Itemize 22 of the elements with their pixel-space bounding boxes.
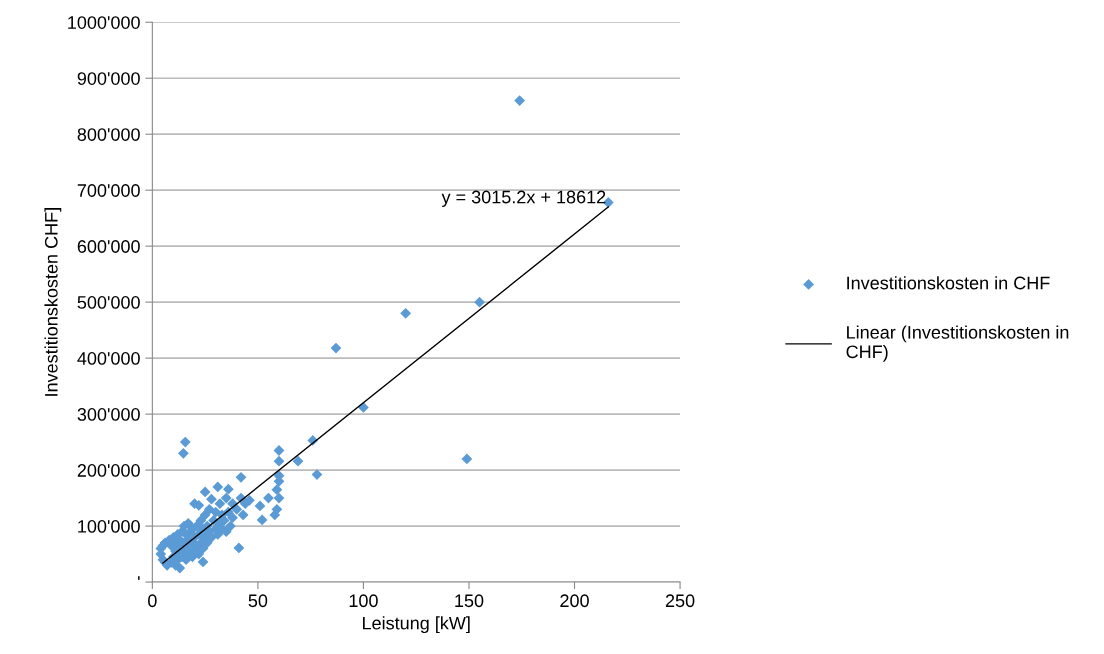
x-tick-label: 100 — [349, 594, 378, 608]
y-tick-label: 300'000 — [77, 408, 140, 421]
x-tick-label: 200 — [560, 594, 589, 608]
annotation: y = 3015.2x + 18612 — [441, 190, 606, 207]
y-tick-label: 500'000 — [77, 296, 140, 309]
x-axis-title: Leistung [kW] — [363, 616, 470, 634]
y-axis-title: Investitionskosten CHF] — [44, 208, 62, 396]
y-tick-label: 800'000 — [77, 128, 140, 141]
y-tick-label: ' — [138, 576, 140, 581]
y-tick-label: 100'000 — [78, 520, 140, 533]
x-tick-label: 0 — [148, 594, 157, 608]
legend-label: Investitionskosten in CHF — [847, 276, 1050, 290]
y-tick-label: 600'000 — [77, 240, 140, 253]
y-tick-label: 400'000 — [77, 352, 140, 365]
y-tick-label: 200'000 — [77, 464, 140, 477]
y-tick-label: 1000'000 — [68, 16, 140, 29]
legend-label: Linear (Investitionskosten in CHF) — [846, 325, 1069, 362]
y-tick-label: 900'000 — [77, 72, 140, 85]
y-tick-label: 700'000 — [77, 184, 140, 197]
x-tick-label: 150 — [455, 594, 484, 608]
x-tick-label: 250 — [665, 594, 695, 608]
x-tick-label: 50 — [248, 594, 268, 608]
